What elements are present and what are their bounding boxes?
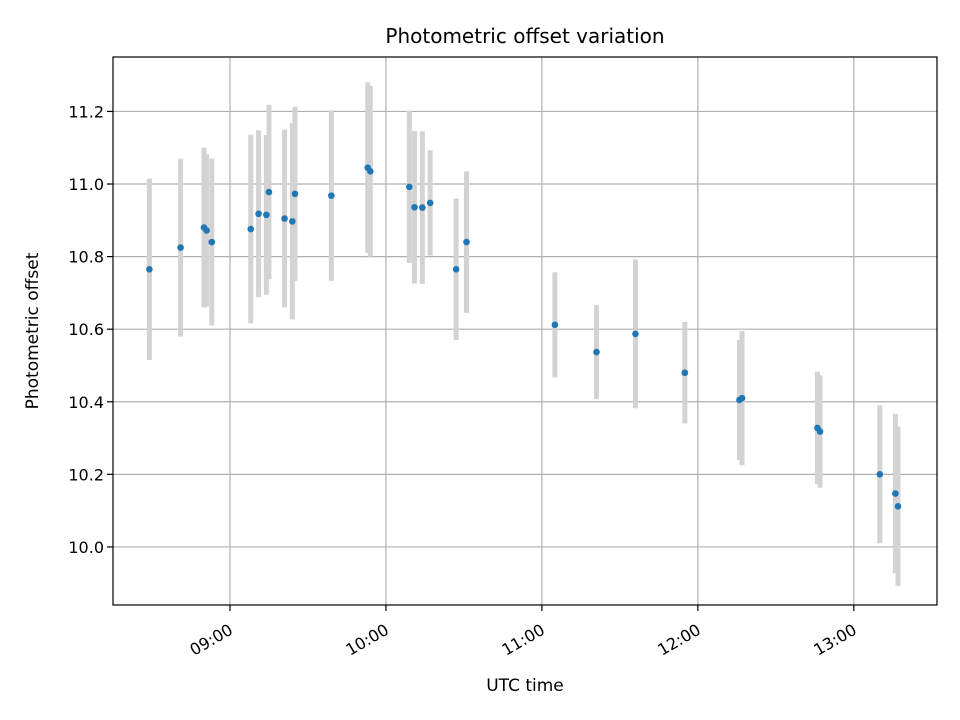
data-point	[263, 211, 270, 219]
plot-area-frame	[112, 56, 938, 606]
data-point	[593, 348, 600, 356]
data-point	[289, 218, 296, 225]
data-point	[177, 244, 184, 251]
data-point	[406, 183, 413, 191]
chart-title: Photometric offset variation	[385, 24, 664, 48]
data-point	[892, 490, 899, 497]
data-point	[203, 227, 210, 234]
y-tick-label: 10.0	[68, 538, 104, 557]
data-point	[452, 266, 460, 273]
y-axis-title: Photometric offset	[23, 252, 43, 409]
data-point	[681, 369, 689, 377]
y-tick-label: 10.2	[68, 465, 104, 484]
data-point	[551, 321, 559, 329]
data-points	[146, 164, 902, 510]
data-point	[247, 225, 255, 233]
y-tick-label: 10.6	[68, 320, 104, 339]
data-point	[208, 238, 216, 246]
data-point	[255, 210, 262, 218]
data-point	[328, 192, 335, 199]
data-point	[876, 471, 884, 478]
data-point	[265, 188, 273, 196]
data-point	[632, 330, 639, 338]
y-tick-label: 11.0	[68, 175, 104, 194]
data-point	[738, 394, 746, 402]
data-point	[367, 168, 374, 175]
data-point	[816, 428, 824, 435]
y-tick-label: 10.8	[68, 248, 104, 267]
data-point	[463, 238, 470, 246]
y-tick-label: 11.2	[68, 102, 104, 121]
data-point	[894, 502, 902, 510]
data-point	[426, 199, 434, 207]
data-point	[411, 203, 418, 211]
data-point	[146, 266, 153, 273]
y-axis-ticks: 10.0 10.2 10.4 10.6 10.8 11.0 11.2	[68, 102, 113, 557]
data-point	[281, 215, 288, 222]
data-point	[291, 190, 299, 198]
data-point	[419, 204, 426, 211]
x-axis-title: UTC time	[486, 676, 564, 696]
y-tick-label: 10.4	[68, 393, 104, 412]
